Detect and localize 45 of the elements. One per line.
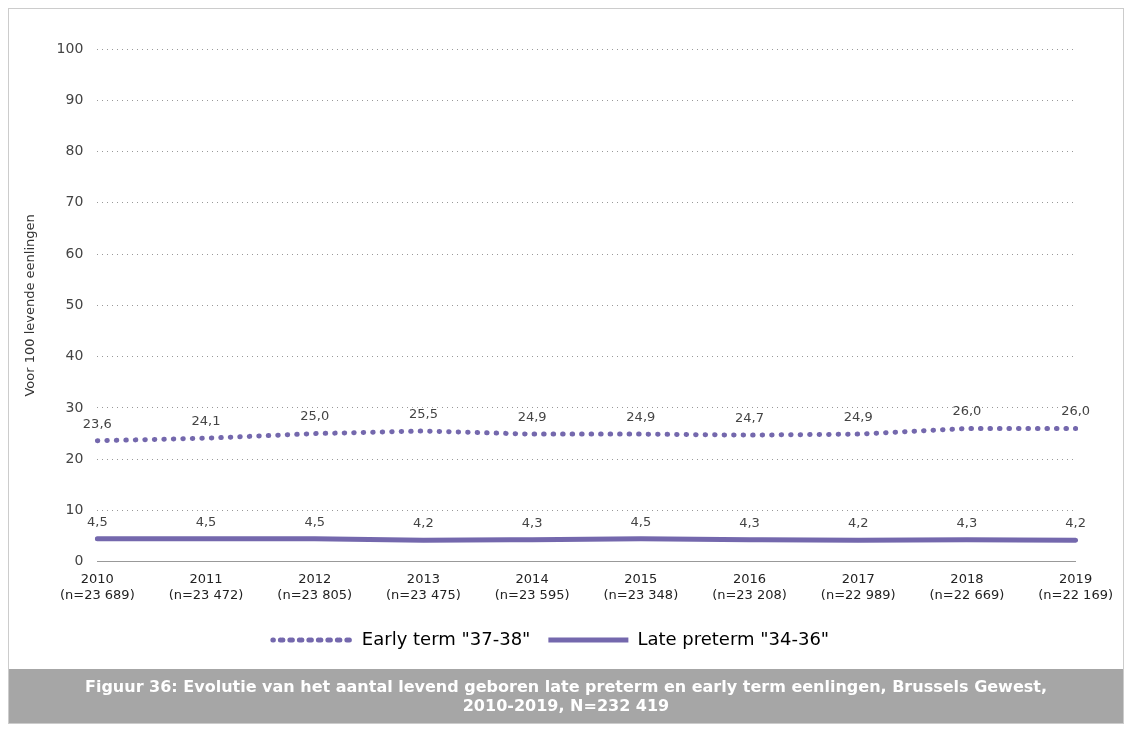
x-tick-label: 2011 (n=23 472) <box>168 570 244 602</box>
x-tick-label: 2014 (n=23 595) <box>494 570 570 602</box>
data-label: 4,2 <box>1065 515 1086 531</box>
y-tick-label: 40 <box>65 347 84 364</box>
data-label: 4,5 <box>630 513 652 529</box>
x-tick-label: 2010 (n=23 689) <box>59 570 135 602</box>
y-tick-label: 0 <box>74 552 84 569</box>
y-tick-label: 30 <box>65 398 84 415</box>
x-tick-label: 2016 (n=23 208) <box>712 570 787 602</box>
x-tick-label: 2017 (n=22 989) <box>820 570 896 602</box>
x-tick-label: 2013 (n=23 475) <box>386 570 461 602</box>
data-label: 23,6 <box>82 415 112 431</box>
x-tick-label: 2018 (n=22 669) <box>929 570 1005 602</box>
y-tick-label: 90 <box>65 90 84 107</box>
data-label: 4,3 <box>521 514 543 530</box>
data-label: 4,2 <box>413 515 434 531</box>
y-tick-label: 100 <box>56 39 84 56</box>
data-label: 4,3 <box>956 514 978 530</box>
data-label: 4,3 <box>739 514 760 530</box>
y-tick-label: 70 <box>65 193 84 210</box>
y-tick-label: 80 <box>65 142 84 159</box>
data-label: 4,5 <box>304 513 326 529</box>
y-tick-label: 20 <box>65 449 84 466</box>
data-label: 24,1 <box>191 413 221 429</box>
data-label: 4,5 <box>195 513 217 529</box>
data-label: 25,5 <box>408 405 438 421</box>
x-tick-label: 2019 (n=22 169) <box>1038 570 1113 602</box>
y-tick-label: 60 <box>65 244 84 261</box>
x-tick-label: 2012 (n=23 805) <box>277 570 353 602</box>
legend-label: Late preterm "34-36" <box>637 627 830 649</box>
data-label: 24,9 <box>626 408 656 424</box>
legend-label: Early term "37-38" <box>361 627 531 649</box>
x-tick-label: 2015 (n=23 348) <box>603 570 679 602</box>
data-label: 24,9 <box>517 408 547 424</box>
data-label: 4,2 <box>847 515 869 531</box>
data-label: 24,9 <box>843 408 873 424</box>
data-label: 26,0 <box>952 403 982 419</box>
text: Figuur 36: Evolutie van het aantal levend geboren late preterm en early term eenlingen, Brussels Gewest, 2010-2019, N=232 419 <box>9 669 1123 723</box>
y-tick-label: 50 <box>65 296 84 313</box>
data-label: 26,0 <box>1061 403 1091 419</box>
y-tick-label: 10 <box>65 501 84 518</box>
data-label: 4,5 <box>86 513 108 529</box>
y-axis-title: Voor 100 levende eenlingen <box>22 214 38 397</box>
data-label: 24,7 <box>735 410 764 426</box>
data-label: 25,0 <box>300 408 330 424</box>
